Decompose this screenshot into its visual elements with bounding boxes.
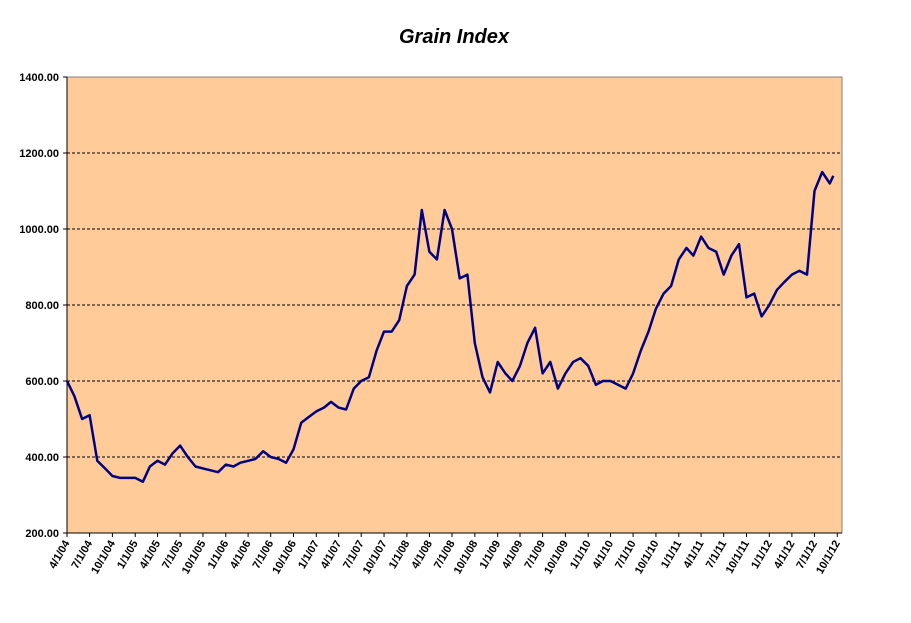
x-tick-label: 4/1/05 [137,539,163,571]
x-tick-label: 1/1/06 [206,539,232,571]
x-tick-label: 1/1/05 [115,539,141,571]
y-tick-label: 200.00 [25,528,59,540]
y-tick-label: 600.00 [25,376,59,388]
x-tick-label: 1/1/09 [478,539,504,571]
x-tick-label: 4/1/06 [228,539,254,571]
chart-title: Grain Index [399,26,510,48]
x-tick-label: 4/1/12 [772,539,798,571]
x-tick-label: 1/1/08 [387,539,413,571]
x-tick-label: 1/1/10 [568,539,594,571]
x-tick-label: 4/1/07 [319,539,345,571]
y-tick-label: 1000.00 [19,224,59,236]
x-tick-label: 1/1/12 [749,539,775,571]
x-tick-label: 10/1/04 [89,538,118,577]
y-tick-label: 800.00 [25,300,59,312]
x-tick-label: 1/1/11 [659,539,684,571]
y-tick-label: 400.00 [25,452,59,464]
line-series [65,170,835,483]
x-tick-label: 1/1/07 [296,539,322,571]
x-tick-label: 4/1/11 [681,539,706,571]
y-tick-label: 1200.00 [19,148,59,160]
y-tick-label: 1400.00 [19,72,59,84]
x-tick-label: 4/1/08 [409,539,435,571]
x-tick-label: 4/1/04 [47,538,73,571]
x-tick-label: 4/1/10 [590,539,616,571]
x-tick-label: 4/1/09 [500,539,526,571]
